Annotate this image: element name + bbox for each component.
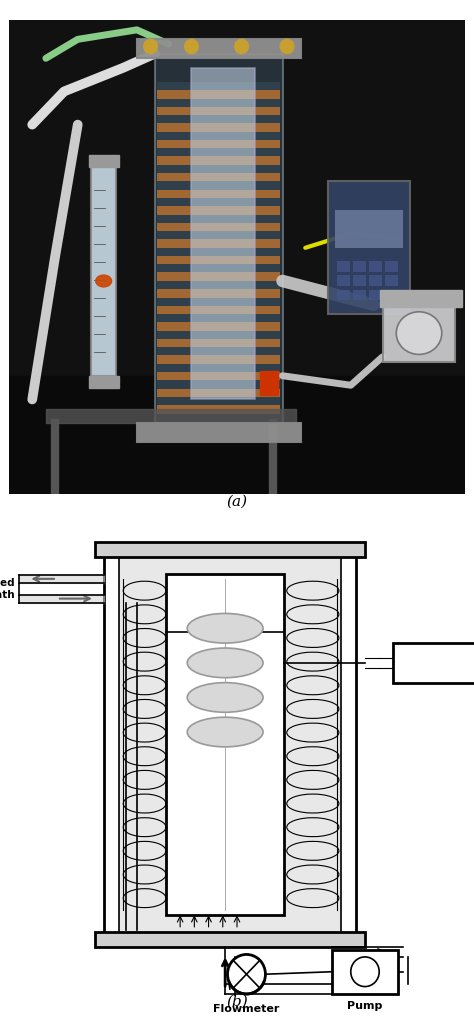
Bar [91, 162, 117, 376]
Bar [332, 950, 398, 994]
Text: Thermocouple: Thermocouple [399, 658, 474, 667]
Bar [353, 289, 366, 300]
Bar [157, 173, 280, 181]
Bar [157, 264, 280, 272]
Bar [89, 156, 118, 167]
Bar [353, 261, 366, 271]
Bar [353, 275, 366, 285]
Bar [337, 275, 350, 285]
Bar [385, 261, 398, 271]
Ellipse shape [187, 613, 263, 643]
Text: (a): (a) [227, 495, 247, 508]
Ellipse shape [187, 683, 263, 712]
Bar [369, 275, 382, 285]
Bar [335, 210, 403, 248]
Circle shape [351, 957, 379, 986]
Bar [157, 314, 280, 322]
Bar [157, 149, 280, 156]
Circle shape [228, 955, 265, 994]
Ellipse shape [187, 648, 263, 678]
Bar [157, 123, 280, 131]
Bar [155, 54, 283, 423]
Bar [157, 256, 280, 264]
Bar [157, 331, 280, 338]
Bar [157, 380, 280, 388]
Bar [157, 338, 280, 347]
Bar [157, 356, 280, 364]
Bar [157, 364, 280, 372]
Bar [369, 261, 382, 271]
Bar [157, 131, 280, 140]
Bar [46, 409, 296, 423]
Bar [89, 376, 118, 387]
Bar [118, 554, 341, 934]
Bar [157, 248, 280, 256]
Bar [104, 549, 356, 940]
Text: (b): (b) [226, 995, 248, 1009]
Circle shape [235, 40, 248, 54]
Bar [369, 289, 382, 300]
Bar [157, 322, 280, 331]
Bar [157, 156, 280, 165]
Bar [157, 215, 280, 223]
Bar [157, 289, 280, 298]
Bar [385, 275, 398, 285]
Ellipse shape [396, 312, 442, 355]
Bar [393, 643, 474, 683]
Bar [95, 542, 365, 556]
Bar [157, 281, 280, 289]
Ellipse shape [187, 717, 263, 747]
Circle shape [144, 40, 157, 54]
Bar [157, 90, 280, 99]
Bar [191, 68, 255, 399]
Bar [383, 305, 456, 362]
Bar [157, 99, 280, 107]
Bar [137, 423, 301, 442]
Text: Heated
Water Bath: Heated Water Bath [0, 578, 14, 599]
Bar [337, 289, 350, 300]
Bar [137, 40, 301, 58]
Bar [9, 376, 465, 494]
Bar [166, 574, 284, 915]
Bar [157, 223, 280, 231]
Bar [157, 298, 280, 306]
Bar [157, 115, 280, 123]
Bar [157, 190, 280, 198]
Bar [380, 290, 462, 307]
Text: Flowmeter: Flowmeter [213, 1004, 280, 1014]
Ellipse shape [96, 275, 112, 287]
Bar [157, 107, 280, 115]
Bar [157, 165, 280, 173]
Text: Pump: Pump [347, 1002, 383, 1012]
Bar [157, 272, 280, 281]
Bar [157, 82, 280, 90]
Circle shape [280, 40, 294, 54]
Bar [157, 388, 280, 397]
Bar [157, 181, 280, 190]
Bar [337, 261, 350, 271]
Bar [157, 206, 280, 215]
Bar [157, 198, 280, 206]
Bar [157, 372, 280, 380]
Bar [328, 181, 410, 314]
Bar [95, 932, 365, 947]
Bar [157, 231, 280, 239]
Bar [157, 239, 280, 248]
Bar [260, 371, 278, 394]
Bar [157, 347, 280, 356]
Bar [385, 289, 398, 300]
Bar [157, 306, 280, 314]
Bar [157, 140, 280, 149]
Bar [157, 406, 280, 414]
Bar [157, 397, 280, 406]
Circle shape [185, 40, 198, 54]
